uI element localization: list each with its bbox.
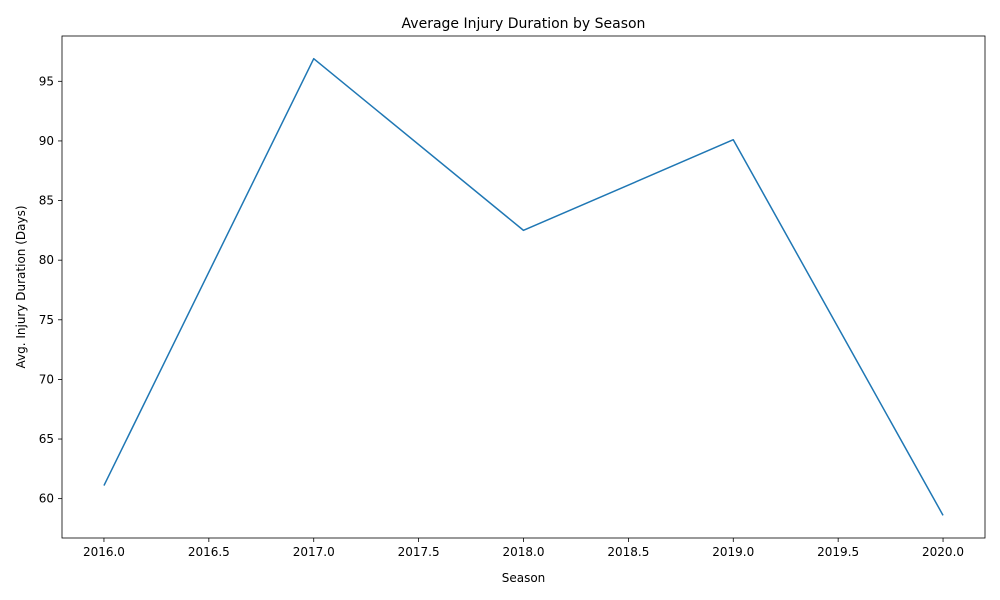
x-tick-label: 2016.0	[83, 545, 125, 559]
x-tick-label: 2017.0	[293, 545, 335, 559]
y-axis-ticks: 60 65 70 75 80 85 90 95	[39, 74, 62, 506]
y-tick-label: 90	[39, 134, 54, 148]
y-tick-label: 95	[39, 74, 54, 88]
y-tick-label: 80	[39, 253, 54, 267]
x-tick-label: 2018.5	[607, 545, 649, 559]
plot-area	[61, 35, 986, 539]
plot-frame	[61, 35, 986, 539]
x-tick-label: 2018.0	[503, 545, 545, 559]
y-axis-label: Avg. Injury Duration (Days)	[14, 205, 28, 368]
y-tick-label: 65	[39, 432, 54, 446]
x-tick-label: 2019.5	[817, 545, 859, 559]
chart-title: Average Injury Duration by Season	[402, 16, 646, 32]
x-axis-ticks: 2016.0 2016.5 2017.0 2017.5 2018.0 2018.5 2019…	[83, 538, 964, 559]
series-line-0	[103, 57, 944, 516]
x-tick-label: 2020.0	[922, 545, 964, 559]
y-tick-label: 70	[39, 372, 54, 386]
y-tick-label: 60	[39, 492, 54, 506]
x-tick-label: 2019.0	[712, 545, 754, 559]
x-tick-label: 2017.5	[398, 545, 440, 559]
y-tick-label: 75	[39, 313, 54, 327]
y-tick-label: 85	[39, 194, 54, 208]
x-axis-label: Season	[502, 571, 546, 585]
x-tick-label: 2016.5	[188, 545, 230, 559]
